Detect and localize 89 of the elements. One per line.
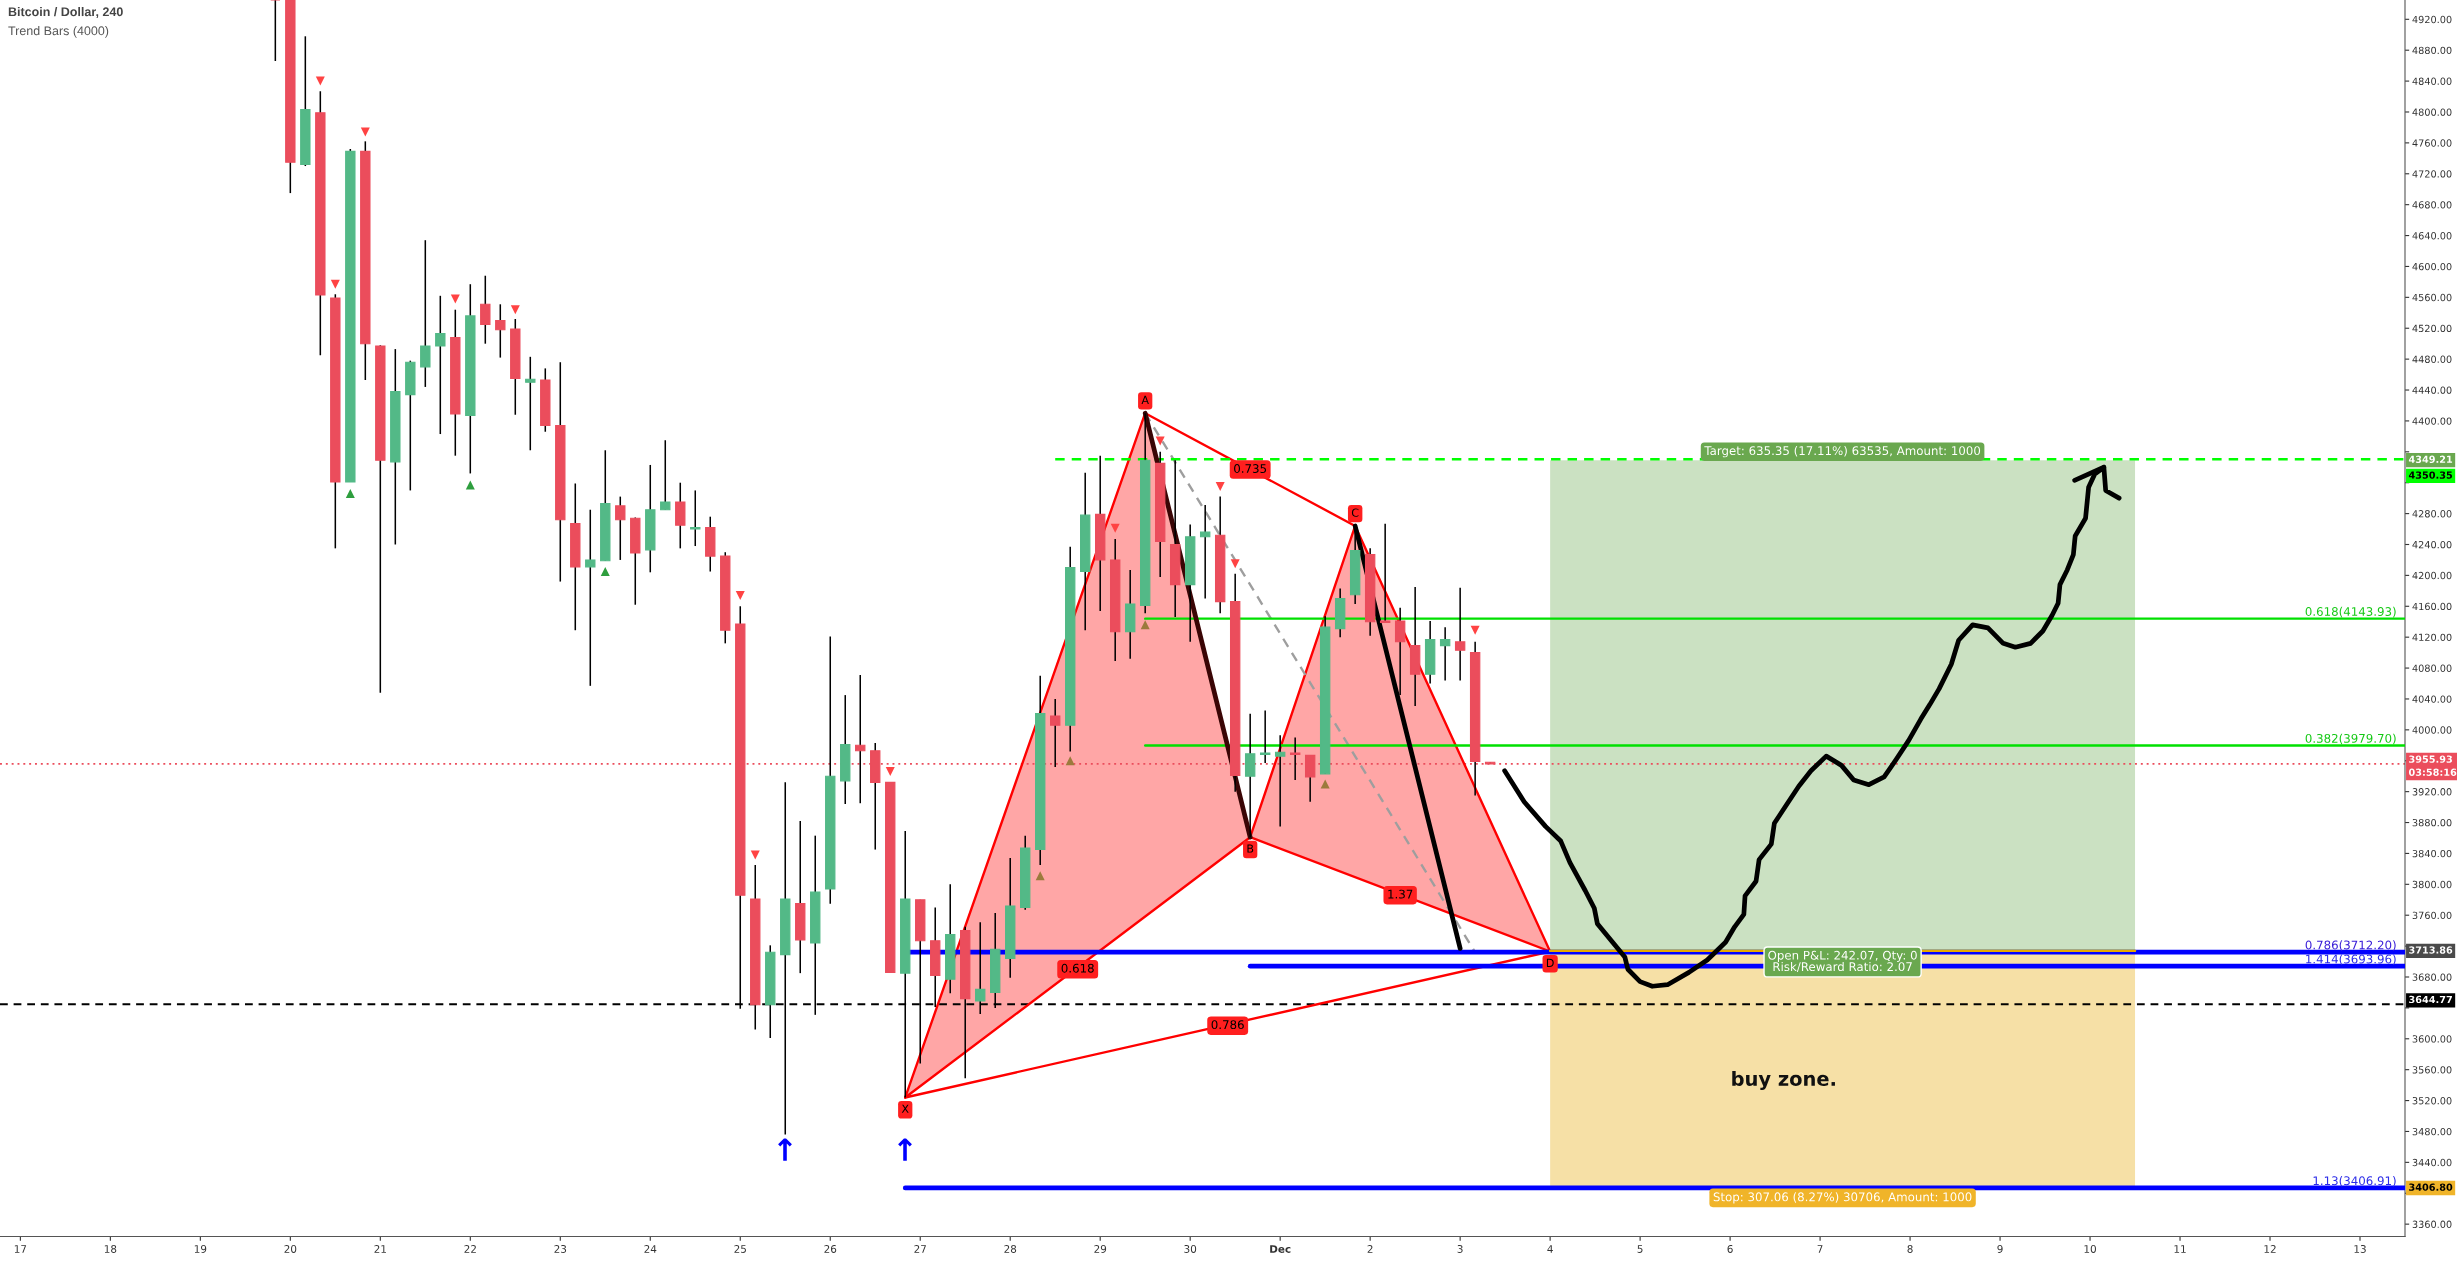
y-tick-label: 3880.00: [2412, 819, 2452, 827]
x-tick-label: 27: [914, 1245, 926, 1253]
x-tick-label: 7: [1817, 1245, 1823, 1253]
x-tick-label: 2: [1367, 1245, 1373, 1253]
x-tick-label: 30: [1184, 1245, 1197, 1253]
annotation: 4349.21: [2408, 455, 2453, 463]
annotation: Open P&L: 242.07, Qty: 0 Risk/Reward Ratio: 2.07: [1768, 950, 1917, 973]
annotation: 1.13(3406.91): [2313, 1176, 2396, 1187]
x-tick-label: Dec: [1270, 1245, 1291, 1253]
y-tick-label: 4040.00: [2412, 695, 2452, 703]
annotation: ↑: [778, 1138, 792, 1161]
x-tick-label: 19: [194, 1245, 207, 1253]
y-tick-label: 4880.00: [2412, 46, 2452, 55]
annotation: 0.382(3979.70): [2305, 733, 2396, 745]
x-tick-label: 5: [1637, 1245, 1643, 1253]
y-tick-label: 3680.00: [2412, 973, 2452, 981]
x-tick-label: 8: [1907, 1245, 1913, 1253]
y-tick-label: 3520.00: [2412, 1097, 2452, 1105]
y-tick-label: 4920.00: [2412, 15, 2452, 24]
annotation: 3713.86: [2409, 946, 2453, 954]
y-tick-label: 3840.00: [2412, 849, 2452, 858]
x-tick-label: 3: [1457, 1245, 1463, 1253]
annotation: ↑: [898, 1138, 912, 1161]
x-tick-label: 11: [2174, 1245, 2186, 1253]
y-tick-label: 4720.00: [2412, 170, 2452, 178]
y-tick-label: 4840.00: [2412, 77, 2452, 85]
y-tick-label: 4480.00: [2412, 355, 2452, 363]
annotation: 4350.35: [2408, 471, 2453, 479]
x-tick-label: 22: [464, 1245, 476, 1253]
x-tick-label: 18: [104, 1245, 117, 1253]
y-tick-label: 4800.00: [2412, 108, 2452, 116]
y-tick-label: 3440.00: [2412, 1158, 2452, 1167]
x-tick-label: 6: [1727, 1245, 1733, 1253]
x-tick-label: 24: [644, 1245, 657, 1253]
x-tick-label: 4: [1547, 1245, 1553, 1253]
y-tick-label: 4200.00: [2412, 571, 2452, 580]
y-tick-label: 4120.00: [2412, 633, 2452, 641]
y-tick-label: 3560.00: [2412, 1066, 2452, 1074]
annotation: buy zone.: [1732, 1070, 1835, 1090]
x-tick-label: 25: [734, 1245, 746, 1253]
annotation: 0.618: [1061, 963, 1094, 973]
y-tick-label: 4560.00: [2412, 293, 2452, 302]
annotation: D: [1546, 958, 1554, 967]
x-tick-label: 17: [14, 1245, 27, 1253]
ref-line-label: 3955.93 03:58:16: [2408, 755, 2457, 776]
annotation: C: [1351, 508, 1359, 517]
x-tick-label: 29: [1094, 1245, 1107, 1253]
annotation: 1.37: [1388, 889, 1413, 899]
annotation: 3406.80: [2409, 1183, 2453, 1191]
y-tick-label: 4000.00: [2412, 726, 2452, 734]
y-tick-label: 3600.00: [2412, 1035, 2452, 1043]
y-tick-label: 3480.00: [2412, 1127, 2452, 1136]
x-tick-label: 23: [554, 1245, 567, 1253]
annotation: B: [1247, 844, 1254, 853]
annotation: 0.786: [1211, 1020, 1244, 1030]
y-tick-label: 4600.00: [2412, 262, 2452, 271]
y-tick-label: 4280.00: [2412, 510, 2452, 518]
x-tick-label: 12: [2264, 1245, 2276, 1253]
annotation: 0.618(4143.93): [2305, 606, 2396, 618]
annotation: Stop: 307.06 (8.27%) 30706, Amount: 1000: [1713, 1192, 1972, 1204]
y-tick-label: 4240.00: [2412, 540, 2452, 549]
y-tick-label: 4440.00: [2412, 386, 2452, 394]
annotation: 0.735: [1234, 464, 1267, 473]
annotation: Target: 635.35 (17.11%) 63535, Amount: 1000: [1704, 445, 1981, 458]
y-tick-label: 4160.00: [2412, 602, 2452, 611]
y-tick-label: 4760.00: [2412, 139, 2452, 147]
annotation: X: [901, 1104, 909, 1113]
annotation: 1.414(3693.96): [2306, 954, 2396, 965]
y-tick-label: 3920.00: [2412, 788, 2452, 796]
x-tick-label: 13: [2354, 1245, 2366, 1253]
y-tick-label: 4640.00: [2412, 232, 2452, 240]
x-tick-label: 20: [284, 1245, 297, 1253]
x-tick-label: 10: [2084, 1245, 2096, 1253]
y-tick-label: 4400.00: [2412, 417, 2452, 425]
y-tick-label: 3800.00: [2412, 880, 2452, 889]
y-tick-label: 3360.00: [2412, 1220, 2452, 1228]
x-tick-label: 28: [1004, 1245, 1017, 1253]
annotation: 0.786(3712.20): [2305, 940, 2396, 951]
text: Trend Bars (4000): [8, 26, 109, 38]
y-tick-label: 4520.00: [2412, 324, 2452, 333]
y-tick-label: 4680.00: [2412, 201, 2452, 209]
ref-line-label: 3644.77: [2409, 995, 2452, 1004]
y-tick-label: 4080.00: [2412, 664, 2452, 672]
x-tick-label: 26: [824, 1245, 837, 1253]
annotation: A: [1141, 395, 1149, 404]
y-tick-label: 3760.00: [2412, 911, 2452, 920]
x-tick-label: 21: [374, 1245, 386, 1253]
x-tick-label: 9: [1997, 1245, 2003, 1253]
chart-title: Bitcoin / Dollar, 240: [8, 7, 123, 18]
